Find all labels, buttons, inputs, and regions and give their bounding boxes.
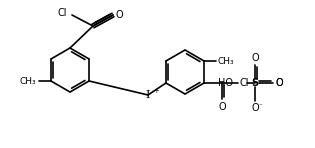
Text: CH₃: CH₃	[19, 77, 36, 86]
Text: +: +	[153, 87, 159, 95]
Text: Cl: Cl	[58, 8, 67, 18]
Text: Cl: Cl	[239, 78, 249, 88]
Text: O: O	[251, 103, 259, 113]
Text: S: S	[251, 78, 259, 88]
Text: O: O	[115, 10, 123, 20]
Text: O: O	[251, 53, 259, 63]
Text: CH₃: CH₃	[217, 57, 234, 66]
Text: I: I	[146, 90, 150, 100]
Text: O: O	[275, 78, 283, 88]
Text: O: O	[218, 102, 226, 112]
Text: HO: HO	[218, 78, 233, 88]
Text: O: O	[275, 78, 283, 88]
Text: ⁻: ⁻	[259, 103, 263, 109]
